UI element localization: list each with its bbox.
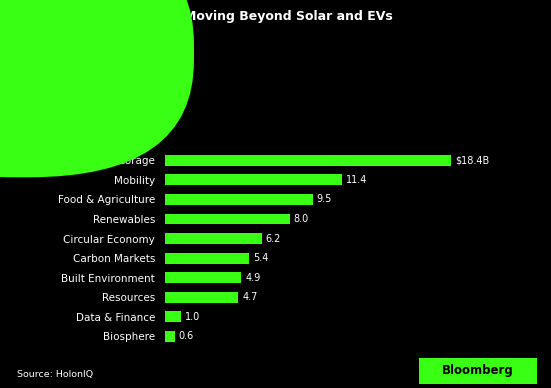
Text: 8.0: 8.0 bbox=[293, 214, 309, 224]
Bar bbox=[165, 233, 262, 244]
Text: 0.6: 0.6 bbox=[179, 331, 194, 341]
Text: Bloomberg: Bloomberg bbox=[442, 364, 514, 378]
Text: 9.5: 9.5 bbox=[317, 194, 332, 204]
Bar bbox=[165, 312, 181, 322]
Bar bbox=[165, 292, 238, 303]
Bar bbox=[165, 174, 342, 185]
Bar bbox=[165, 194, 313, 205]
Bar bbox=[165, 155, 451, 166]
Text: Deal Amounts: Deal Amounts bbox=[33, 47, 106, 57]
Text: Venture Capitalists Are Moving Beyond Solar and EVs: Venture Capitalists Are Moving Beyond So… bbox=[17, 10, 392, 23]
Text: Source: HolonIQ: Source: HolonIQ bbox=[17, 371, 93, 379]
Text: 5.4: 5.4 bbox=[253, 253, 268, 263]
Text: 6.2: 6.2 bbox=[266, 234, 281, 244]
Text: $18.4B: $18.4B bbox=[455, 155, 489, 165]
Bar bbox=[165, 331, 175, 342]
Bar bbox=[165, 253, 249, 263]
Text: 4.7: 4.7 bbox=[242, 292, 257, 302]
Text: Climate tech VC deals in 2022: Climate tech VC deals in 2022 bbox=[17, 33, 181, 43]
Bar bbox=[165, 272, 241, 283]
Text: 1.0: 1.0 bbox=[185, 312, 200, 322]
Text: 11.4: 11.4 bbox=[346, 175, 368, 185]
Text: 4.9: 4.9 bbox=[245, 273, 261, 283]
Bar bbox=[165, 213, 289, 224]
